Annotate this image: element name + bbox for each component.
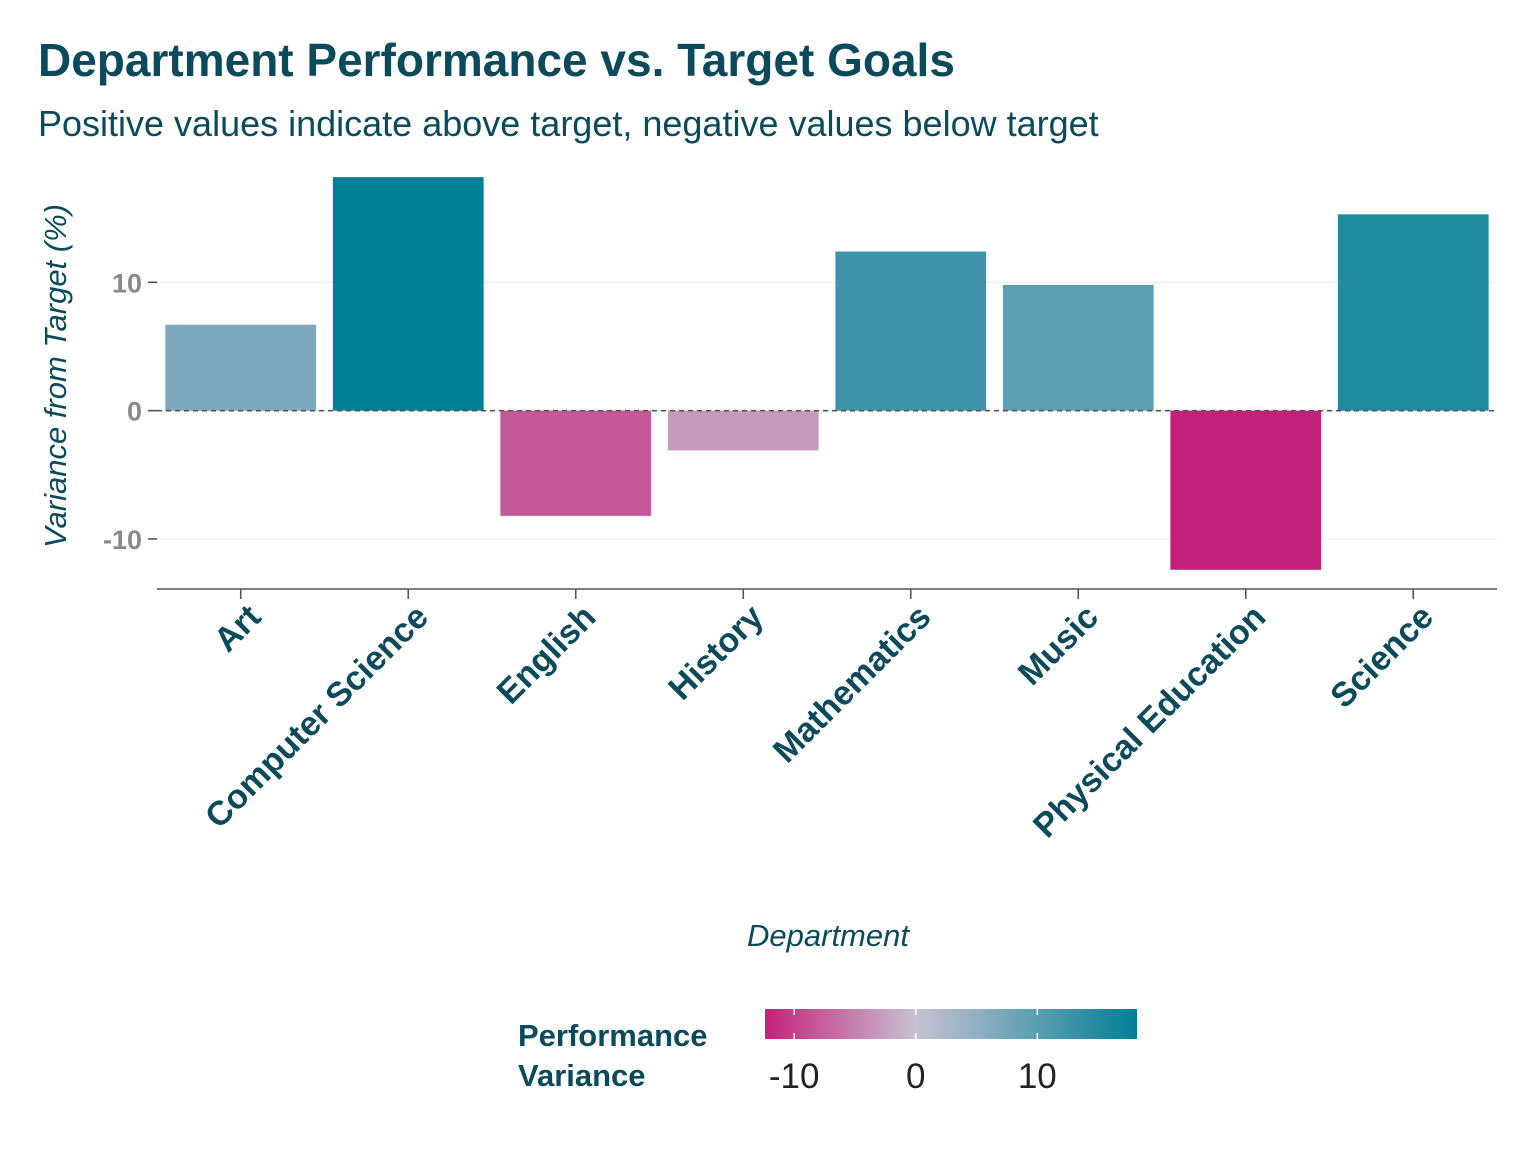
chart-title: Department Performance vs. Target Goals	[38, 34, 955, 86]
legend-tick-label: 0	[906, 1057, 925, 1096]
bar-history	[667, 410, 819, 451]
bars	[165, 177, 1489, 570]
y-tick-label: -10	[103, 525, 142, 555]
x-tick-label: Music	[1011, 598, 1106, 693]
legend-colorbar	[765, 1009, 1137, 1039]
x-tick-label: English	[490, 598, 604, 712]
y-tick-label: 0	[127, 397, 142, 427]
bar-music	[1002, 284, 1154, 411]
bar-physical-education	[1170, 410, 1322, 570]
legend-title: Variance	[518, 1058, 646, 1093]
bar-mathematics	[835, 251, 987, 411]
legend-tick-label: 10	[1018, 1057, 1057, 1096]
legend-tick-label: -10	[769, 1057, 820, 1096]
legend-title: Performance	[518, 1018, 708, 1053]
y-tick-label: 10	[112, 268, 142, 298]
x-tick-label: Mathematics	[766, 598, 939, 771]
x-axis-label: Department	[747, 918, 910, 953]
x-tick-label: Art	[207, 598, 269, 660]
y-axis-label: Variance from Target (%)	[38, 204, 73, 548]
bar-computer-science	[332, 177, 484, 411]
y-axis-ticks: -10 0 10	[103, 268, 157, 555]
legend: Performance Variance -10 0 10	[518, 1009, 1137, 1096]
x-tick-label: Science	[1323, 598, 1441, 716]
bar-english	[500, 410, 652, 516]
bar-art	[165, 324, 317, 411]
bar-science	[1337, 214, 1489, 411]
chart-subtitle: Positive values indicate above target, n…	[38, 103, 1099, 144]
x-tick-label: History	[661, 598, 771, 708]
